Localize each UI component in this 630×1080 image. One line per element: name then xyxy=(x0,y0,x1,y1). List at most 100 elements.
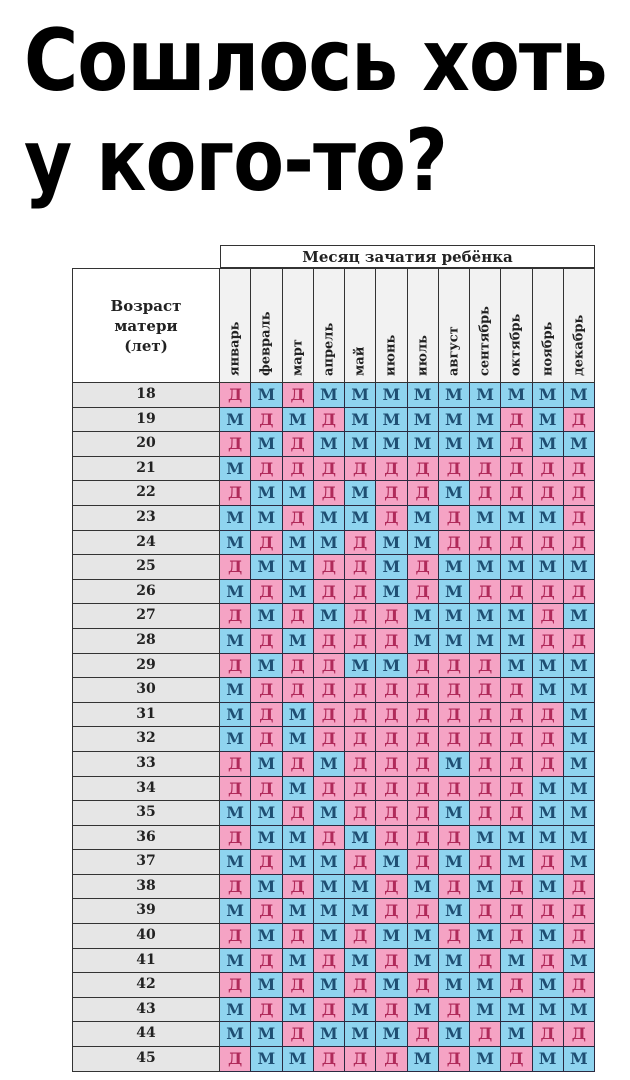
girl-cell: Д xyxy=(345,727,377,752)
boy-cell: М xyxy=(220,899,252,925)
boy-cell: М xyxy=(313,924,345,949)
girl-cell: Д xyxy=(532,850,564,875)
boy-cell: М xyxy=(220,530,252,556)
boy-cell: М xyxy=(407,432,439,457)
girl-cell: Д xyxy=(470,751,502,777)
girl-cell: Д xyxy=(376,801,408,826)
boy-cell: М xyxy=(251,383,283,408)
girl-cell: Д xyxy=(345,579,377,605)
girl-cell: Д xyxy=(563,973,595,998)
girl-cell: Д xyxy=(220,825,252,851)
girl-cell: Д xyxy=(251,579,283,605)
boy-cell: М xyxy=(563,1047,595,1072)
girl-cell: Д xyxy=(438,1047,470,1072)
girl-cell: Д xyxy=(345,924,377,949)
girl-cell: Д xyxy=(345,456,377,482)
table-row: 26 М Д М Д Д М Д М Д Д Д Д xyxy=(72,579,595,605)
girl-cell: Д xyxy=(376,481,408,506)
age-cell: 42 xyxy=(72,973,220,998)
month-header-cell: июль xyxy=(406,268,439,383)
month-header-cell: январь xyxy=(219,268,252,383)
month-label: сентябрь xyxy=(477,306,493,376)
table-row: 43 М Д М Д М Д М Д М М М М xyxy=(72,997,595,1023)
boy-cell: М xyxy=(407,1047,439,1072)
boy-cell: М xyxy=(313,874,345,900)
boy-cell: М xyxy=(282,702,314,728)
girl-cell: Д xyxy=(470,801,502,826)
age-cell: 29 xyxy=(72,653,220,679)
boy-cell: М xyxy=(251,653,283,679)
girl-cell: Д xyxy=(501,874,533,900)
boy-cell: М xyxy=(501,997,533,1023)
month-header-cell: октябрь xyxy=(500,268,533,383)
boy-cell: М xyxy=(282,1047,314,1072)
boy-cell: М xyxy=(501,653,533,679)
age-cell: 22 xyxy=(72,481,220,506)
boy-cell: М xyxy=(532,1047,564,1072)
boy-cell: М xyxy=(220,456,252,482)
boy-cell: М xyxy=(345,948,377,974)
boy-cell: М xyxy=(407,604,439,629)
boy-cell: М xyxy=(407,924,439,949)
boy-cell: М xyxy=(438,555,470,580)
girl-cell: Д xyxy=(220,874,252,900)
girl-cell: Д xyxy=(438,505,470,531)
month-header-cell: апрель xyxy=(312,268,345,383)
boy-cell: М xyxy=(251,825,283,851)
month-label: май xyxy=(352,346,368,376)
age-cell: 27 xyxy=(72,604,220,629)
age-cell: 32 xyxy=(72,727,220,752)
table-row: 29 Д М Д Д М М Д Д Д М М М xyxy=(72,653,595,679)
girl-cell: Д xyxy=(407,456,439,482)
girl-cell: Д xyxy=(282,653,314,679)
boy-cell: М xyxy=(251,505,283,531)
boy-cell: М xyxy=(220,407,252,433)
boy-cell: М xyxy=(532,776,564,802)
girl-cell: Д xyxy=(407,579,439,605)
boy-cell: М xyxy=(438,850,470,875)
girl-cell: Д xyxy=(282,874,314,900)
girl-cell: Д xyxy=(407,555,439,580)
boy-cell: М xyxy=(532,678,564,703)
girl-cell: Д xyxy=(313,579,345,605)
boy-cell: М xyxy=(282,555,314,580)
boy-cell: М xyxy=(438,579,470,605)
table-row: 37 М Д М М Д М Д М Д М Д М xyxy=(72,850,595,875)
age-cell: 36 xyxy=(72,825,220,851)
girl-cell: Д xyxy=(563,1022,595,1048)
table-row: 28 М Д М Д Д Д М М М М Д Д xyxy=(72,628,595,654)
boy-cell: М xyxy=(345,481,377,506)
girl-cell: Д xyxy=(438,825,470,851)
girl-cell: Д xyxy=(501,776,533,802)
girl-cell: Д xyxy=(407,727,439,752)
boy-cell: М xyxy=(532,924,564,949)
girl-cell: Д xyxy=(282,751,314,777)
boy-cell: М xyxy=(220,505,252,531)
girl-cell: Д xyxy=(220,924,252,949)
age-cell: 18 xyxy=(72,383,220,408)
girl-cell: Д xyxy=(345,801,377,826)
girl-cell: Д xyxy=(407,481,439,506)
boy-cell: М xyxy=(563,383,595,408)
month-header-cell: июнь xyxy=(375,268,408,383)
boy-cell: М xyxy=(532,973,564,998)
girl-cell: Д xyxy=(563,579,595,605)
girl-cell: Д xyxy=(438,924,470,949)
boy-cell: М xyxy=(501,948,533,974)
boy-cell: М xyxy=(563,678,595,703)
girl-cell: Д xyxy=(251,678,283,703)
girl-cell: Д xyxy=(470,456,502,482)
boy-cell: М xyxy=(438,481,470,506)
girl-cell: Д xyxy=(407,801,439,826)
girl-cell: Д xyxy=(532,702,564,728)
girl-cell: Д xyxy=(345,850,377,875)
boy-cell: М xyxy=(470,432,502,457)
boy-cell: М xyxy=(282,407,314,433)
girl-cell: Д xyxy=(376,1047,408,1072)
month-label: февраль xyxy=(258,311,274,376)
boy-cell: М xyxy=(313,1022,345,1048)
girl-cell: Д xyxy=(345,776,377,802)
boy-cell: М xyxy=(345,899,377,925)
boy-cell: М xyxy=(438,751,470,777)
boy-cell: М xyxy=(345,1022,377,1048)
